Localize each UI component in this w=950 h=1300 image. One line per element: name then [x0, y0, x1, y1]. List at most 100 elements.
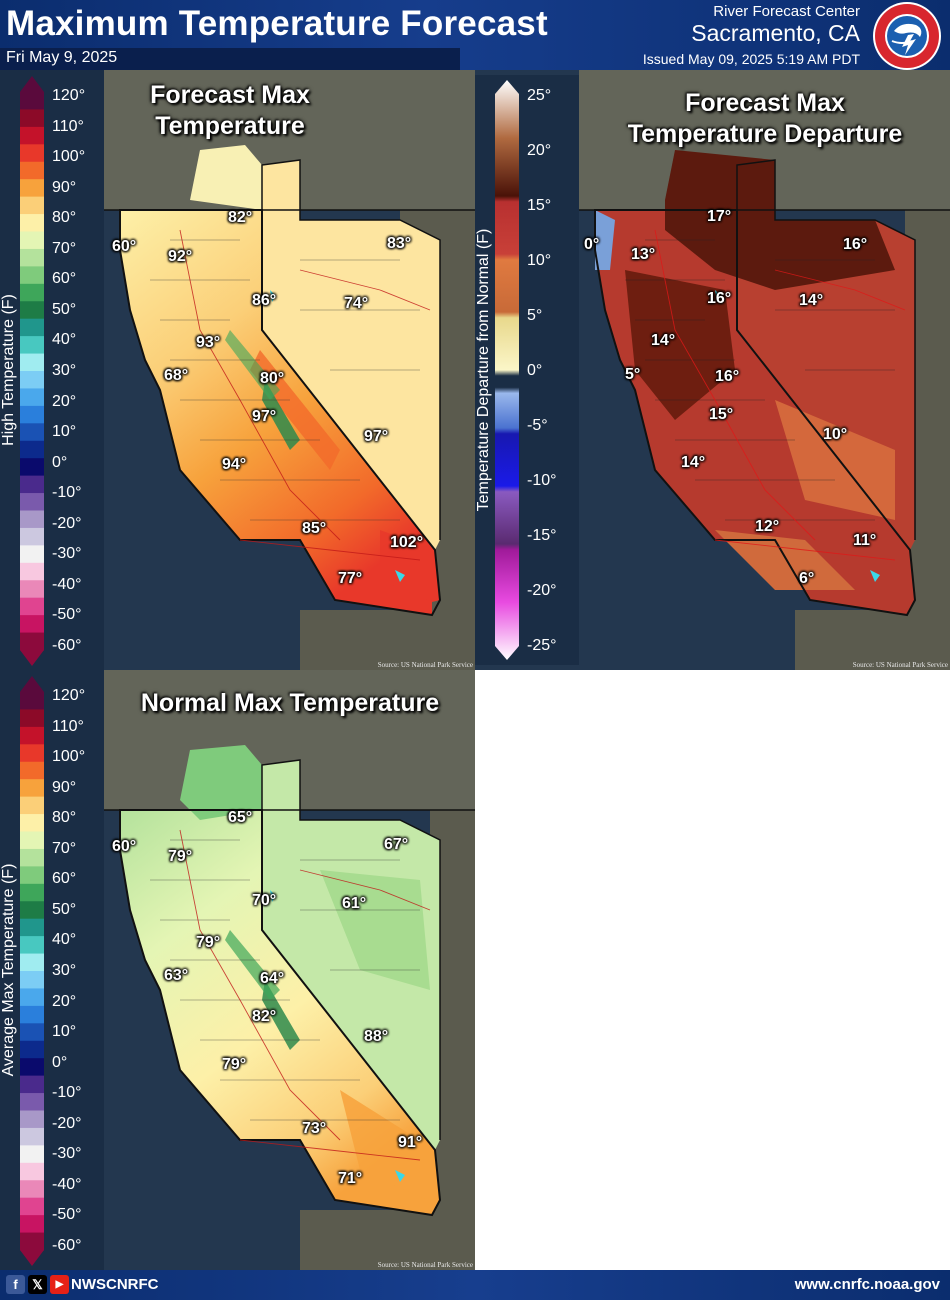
temperature-value-label: 88°: [364, 1028, 389, 1045]
colorbar-segment: [20, 1215, 44, 1234]
legend-tick-label: 5°: [527, 307, 543, 324]
website-link[interactable]: www.cnrfc.noaa.gov: [794, 1276, 940, 1293]
colorbar-segment: [20, 283, 44, 302]
legend-tick-label: -10°: [527, 472, 557, 489]
temperature-value-label: 60°: [112, 238, 137, 255]
temperature-value-label: 97°: [252, 408, 277, 425]
legend-tick-label: 70°: [52, 839, 77, 857]
x-icon[interactable]: 𝕏: [28, 1275, 47, 1294]
temperature-value-label: 82°: [252, 1008, 277, 1025]
temperature-value-label: 79°: [196, 934, 221, 951]
legend-tick-label: 80°: [52, 209, 77, 227]
legend-tick-label: 15°: [527, 197, 552, 214]
map-source: Source: US National Park Service: [852, 661, 948, 669]
colorbar-segment: [20, 692, 44, 710]
colorbar-segment: [20, 318, 44, 337]
legend-tick-label: 100°: [52, 748, 86, 766]
colorbar-segment: [20, 493, 44, 511]
temperature-value-label: 16°: [707, 290, 732, 307]
legend-tick-label: 60°: [52, 270, 77, 288]
colorbar-segment: [20, 796, 44, 815]
footer: f 𝕏 ▶ NWSCNRFC www.cnrfc.noaa.gov: [0, 1270, 950, 1300]
temperature-value-label: 77°: [338, 570, 363, 587]
colorbar-segment: [20, 458, 44, 477]
header: Maximum Temperature Forecast Fri May 9, …: [0, 0, 950, 70]
colorbar-segment: [20, 475, 44, 494]
colorbar-segment: [20, 371, 44, 389]
temperature-value-label: 70°: [252, 892, 277, 909]
colorbar-segment: [20, 196, 44, 215]
legend-tick-label: 100°: [52, 148, 86, 166]
legend-tick-label: 10°: [52, 423, 77, 441]
rfc-label: River Forecast Center: [713, 3, 860, 20]
colorbar-segment: [20, 1040, 44, 1059]
colorbar-segment: [20, 109, 44, 128]
colorbar-segment: [20, 231, 44, 250]
colorbar-segment: [20, 301, 44, 320]
legend-tick-label: -25°: [527, 637, 557, 654]
legend-tick-label: 10°: [52, 1023, 77, 1041]
colorbar-segment: [20, 988, 44, 1007]
legend-tick-label: 20°: [52, 992, 77, 1010]
colorbar-top-tip: [20, 676, 44, 692]
colorbar-segment: [20, 597, 44, 616]
legend-tick-label: 90°: [52, 778, 77, 796]
colorbar-segment: [20, 901, 44, 920]
social-handle[interactable]: NWSCNRFC: [71, 1276, 159, 1293]
temperature-value-label: 92°: [168, 248, 193, 265]
map-source: Source: US National Park Service: [377, 661, 473, 669]
legend-tick-label: 120°: [52, 87, 86, 104]
colorbar-segment: [20, 779, 44, 798]
temperature-value-label: 14°: [799, 292, 824, 309]
colorbar-segment: [20, 161, 44, 180]
temperature-value-label: 97°: [364, 428, 389, 445]
legend-tick-label: -20°: [52, 1114, 82, 1132]
legend-tick-label: -50°: [52, 1206, 82, 1224]
departure-legend: Temperature Departure from Normal (F): [475, 75, 579, 665]
temperature-value-label: 60°: [112, 838, 137, 855]
facebook-icon[interactable]: f: [6, 1275, 25, 1294]
legend-tick-label: 110°: [52, 117, 84, 135]
colorbar-segment: [20, 405, 44, 424]
departure-panel: Forecast Max Temperature Departure Sourc…: [475, 70, 950, 670]
colorbar-segment: [20, 744, 44, 763]
colorbar-segment: [20, 1058, 44, 1077]
forecast-max-map: [0, 70, 475, 670]
legend-tick-label: 60°: [52, 870, 77, 888]
colorbar-segment: [20, 936, 44, 955]
legend-tick-label: -10°: [52, 484, 82, 502]
colorbar-segment: [20, 953, 44, 972]
colorbar-segment: [20, 562, 44, 581]
colorbar-segment: [20, 266, 44, 285]
legend-tick-label: 40°: [52, 331, 77, 349]
colorbar-segment: [20, 423, 44, 442]
temperature-value-label: 14°: [651, 332, 676, 349]
departure-panel-title: Forecast Max Temperature Departure: [627, 89, 903, 148]
colorbar-segment: [20, 336, 44, 355]
colorbar-segment: [20, 1075, 44, 1094]
legend-tick-label: 20°: [527, 142, 552, 159]
colorbar-segment: [20, 709, 44, 728]
colorbar-segment: [20, 883, 44, 902]
legend-tick-label: 30°: [52, 361, 77, 379]
normal-panel-title: Normal Max Temperature: [140, 689, 440, 717]
colorbar-segment: [20, 1023, 44, 1042]
temperature-value-label: 63°: [164, 967, 189, 984]
legend-axis-label: Temperature Departure from Normal (F): [475, 228, 492, 512]
temperature-value-label: 16°: [843, 236, 868, 253]
temperature-value-label: 68°: [164, 367, 189, 384]
temperature-value-label: 71°: [338, 1170, 363, 1187]
colorbar-segment: [20, 1093, 44, 1111]
youtube-icon[interactable]: ▶: [50, 1275, 69, 1294]
forecast-date: Fri May 9, 2025: [0, 48, 460, 70]
legend-tick-label: -60°: [52, 636, 82, 654]
legend-tick-label: 70°: [52, 239, 77, 257]
temperature-value-label: 12°: [755, 518, 780, 535]
colorbar-segment: [20, 1197, 44, 1216]
colorbar-segment: [20, 440, 44, 459]
legend-tick-label: -10°: [52, 1084, 82, 1102]
colorbar-segment: [20, 144, 44, 163]
legend-tick-label: 20°: [52, 392, 77, 410]
temperature-legend: High Temperature (F) 120° 110° 100° 90° 80° 7…: [0, 70, 104, 670]
